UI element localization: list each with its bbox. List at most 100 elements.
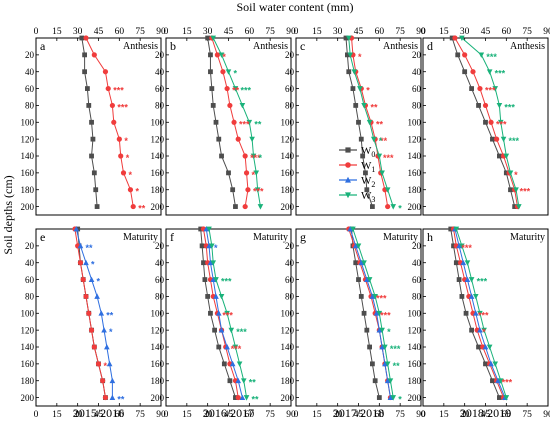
significance-marker: ***	[383, 153, 394, 163]
data-point-w3	[468, 277, 475, 283]
data-point-w0	[358, 136, 364, 142]
x-tick-label: 60	[245, 410, 255, 420]
data-point-w2	[213, 293, 219, 299]
significance-marker: *	[482, 327, 486, 337]
y-tick-label: 100	[281, 308, 295, 318]
data-point-w3	[239, 103, 246, 109]
data-point-w3	[257, 204, 264, 210]
x-tick-label: 75	[395, 410, 405, 420]
significance-marker: *	[104, 361, 108, 371]
data-point-w3	[213, 277, 219, 283]
y-tick-label: 160	[408, 359, 422, 369]
data-point-w0	[201, 260, 206, 266]
panels-layer: 0 15 30 45 60 75 9020406080100120140160180200a…	[21, 27, 550, 420]
data-point-w2	[468, 293, 475, 299]
x-tick-label: 90	[286, 27, 296, 37]
y-tick-label: 60	[412, 84, 422, 94]
x-tick-label: 0	[164, 27, 169, 37]
data-point-w2	[373, 310, 380, 316]
data-point-w0	[89, 119, 94, 125]
data-point-w2	[207, 259, 214, 266]
data-point-w1	[385, 203, 391, 210]
data-point-w0	[209, 86, 215, 91]
data-point-w1	[105, 85, 111, 92]
data-point-w3	[459, 243, 465, 249]
data-point-w3	[376, 310, 383, 317]
y-tick-label: 20	[25, 50, 35, 60]
data-point-w3	[384, 187, 391, 193]
significance-marker: *	[129, 170, 133, 180]
data-point-w3	[232, 86, 239, 92]
significance-marker: ***	[485, 86, 496, 96]
x-tick-label: 30	[333, 27, 343, 37]
y-tick-label: 140	[151, 342, 165, 352]
x-tick-label: 60	[115, 410, 125, 420]
data-point-w0	[82, 69, 88, 75]
data-point-w3	[345, 35, 352, 41]
panel-stage-label: Anthesis	[253, 41, 288, 52]
data-point-w2	[229, 360, 236, 367]
x-tick-label: 90	[286, 410, 296, 420]
significance-marker: ***	[486, 52, 497, 62]
significance-marker: **	[370, 102, 378, 112]
data-point-w2	[387, 394, 394, 400]
y-tick-label: 100	[151, 308, 165, 318]
data-point-w2	[482, 344, 489, 350]
top-axis-title: Soil water content (mm)	[237, 0, 354, 14]
data-point-w1	[243, 170, 250, 176]
data-point-w0	[363, 170, 368, 176]
data-point-w3	[370, 136, 377, 143]
data-point-w0	[453, 260, 459, 266]
data-point-w0	[483, 119, 488, 125]
data-point-w1	[220, 69, 226, 75]
data-point-w3	[254, 187, 261, 193]
significance-marker: *	[214, 243, 218, 253]
data-point-w2	[379, 344, 385, 350]
y-tick-label: 20	[412, 241, 422, 251]
data-point-w1	[494, 136, 500, 142]
data-point-w2	[109, 377, 116, 384]
y-tick-label: 100	[21, 308, 35, 318]
significance-marker: ***	[113, 86, 124, 96]
y-tick-label: 20	[285, 241, 295, 251]
data-point-w0	[356, 277, 361, 282]
significance-marker: *	[222, 52, 226, 62]
data-point-w0	[91, 170, 97, 176]
significance-marker: *	[379, 136, 383, 146]
data-point-w2	[106, 360, 113, 367]
y-tick-label: 200	[151, 393, 165, 403]
data-point-w3	[459, 35, 465, 41]
data-point-w3	[382, 344, 388, 350]
data-point-w3	[513, 187, 519, 193]
x-tick-label: 0	[294, 27, 299, 37]
data-point-w2	[488, 360, 494, 367]
x-tick-label: 90	[543, 410, 550, 420]
legend-marker	[345, 192, 351, 199]
data-point-w3	[497, 119, 504, 126]
data-point-w2	[101, 327, 107, 333]
data-point-w3	[210, 260, 217, 266]
data-point-w0	[216, 136, 222, 142]
data-point-w2	[495, 377, 501, 384]
y-tick-label: 200	[151, 202, 165, 212]
data-point-w0	[205, 35, 211, 41]
data-point-w0	[86, 103, 92, 108]
significance-marker: ***	[496, 119, 507, 129]
y-tick-label: 80	[155, 292, 165, 302]
data-point-w0	[213, 119, 219, 125]
y-tick-label: 120	[408, 325, 422, 335]
x-tick-label: 15	[439, 27, 449, 37]
data-point-w3	[357, 86, 363, 92]
y-tick-label: 40	[285, 67, 295, 77]
data-point-w2	[88, 276, 95, 282]
x-tick-label: 15	[439, 410, 449, 420]
x-tick-label: 45	[94, 410, 104, 420]
data-point-w1	[245, 187, 251, 193]
data-point-w2	[352, 242, 359, 249]
data-point-w3	[481, 327, 487, 334]
x-tick-label: 60	[502, 410, 512, 420]
x-tick-label: 15	[312, 27, 322, 37]
significance-marker: *	[366, 86, 370, 96]
data-point-w3	[507, 170, 514, 176]
